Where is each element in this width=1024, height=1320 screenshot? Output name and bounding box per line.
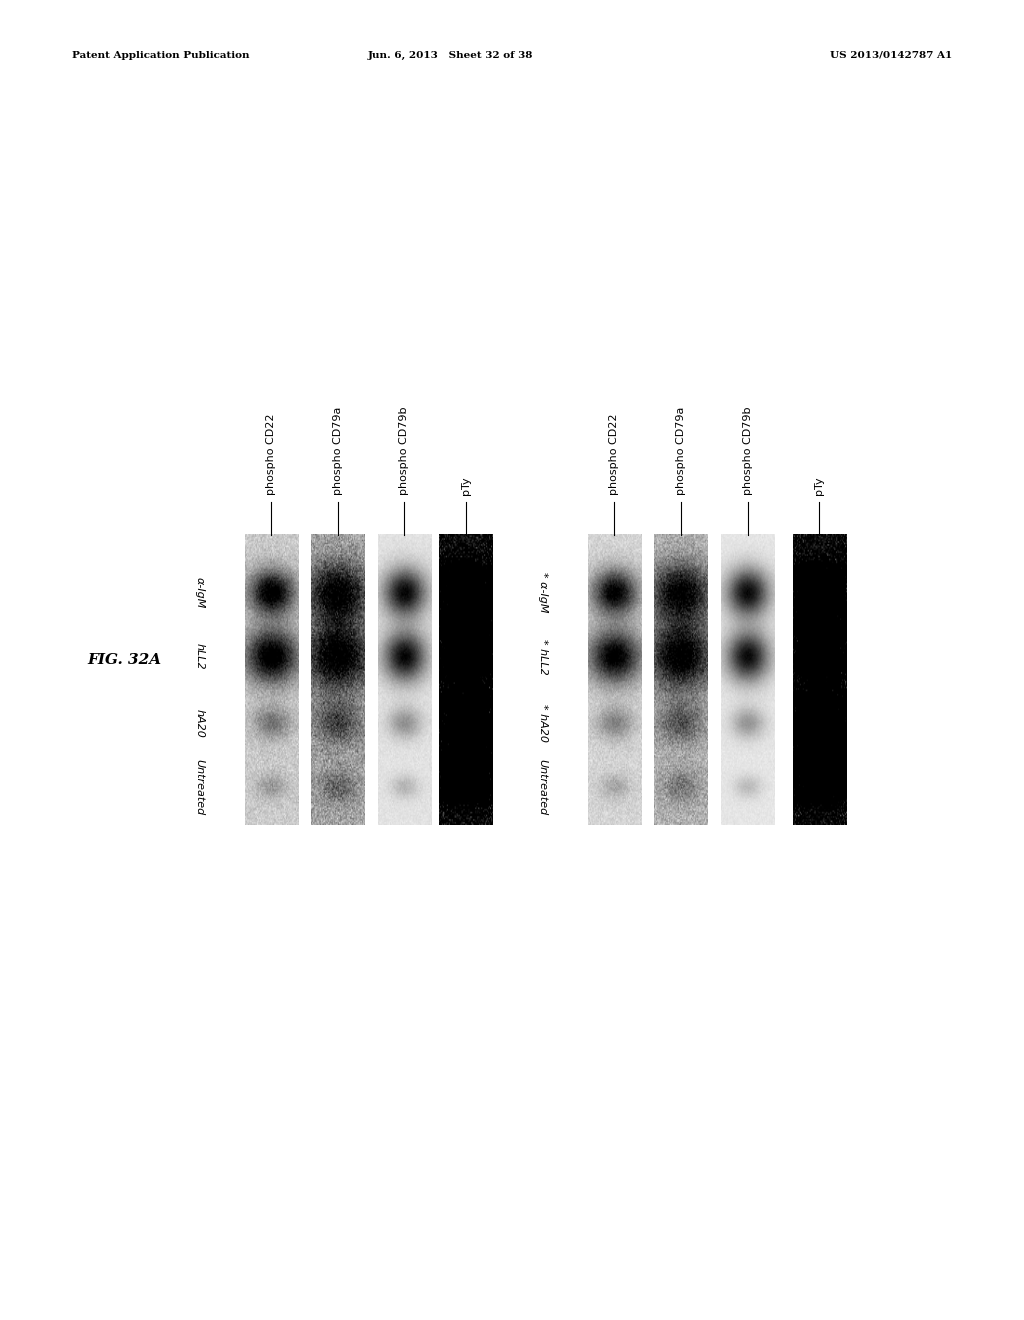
Text: US 2013/0142787 A1: US 2013/0142787 A1	[830, 51, 952, 59]
Text: pTy: pTy	[461, 477, 471, 495]
Text: Untreated: Untreated	[538, 759, 548, 816]
Text: phospho CD79b: phospho CD79b	[742, 407, 753, 495]
Text: Jun. 6, 2013   Sheet 32 of 38: Jun. 6, 2013 Sheet 32 of 38	[368, 51, 534, 59]
Text: * hLL2: * hLL2	[538, 639, 548, 675]
Text: α-IgM: α-IgM	[195, 577, 205, 609]
Text: phospho CD79a: phospho CD79a	[333, 407, 343, 495]
Text: hLL2: hLL2	[195, 643, 205, 669]
Text: phospho CD22: phospho CD22	[609, 413, 620, 495]
Text: FIG. 32A: FIG. 32A	[87, 653, 161, 667]
Text: phospho CD79b: phospho CD79b	[399, 407, 410, 495]
Text: pTy: pTy	[814, 477, 824, 495]
Text: * α-IgM: * α-IgM	[538, 573, 548, 612]
Text: Patent Application Publication: Patent Application Publication	[72, 51, 249, 59]
Text: hA20: hA20	[195, 709, 205, 738]
Text: Untreated: Untreated	[195, 759, 205, 816]
Text: phospho CD79a: phospho CD79a	[676, 407, 686, 495]
Text: * hA20: * hA20	[538, 705, 548, 742]
Text: phospho CD22: phospho CD22	[266, 413, 276, 495]
